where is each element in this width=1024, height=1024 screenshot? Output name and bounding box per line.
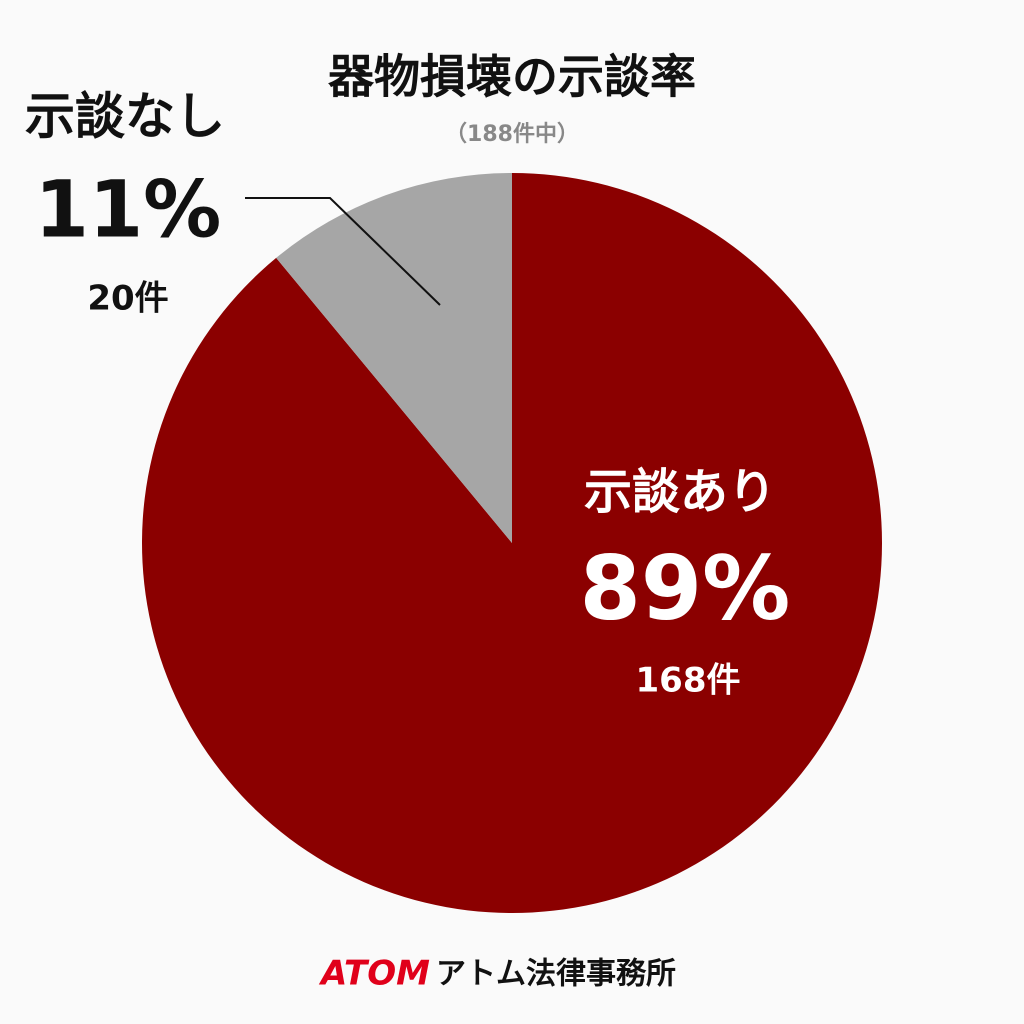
count-label: 168件 — [636, 661, 741, 701]
count-label: 20件 — [87, 279, 168, 319]
chart-subtitle: （188件中） — [445, 122, 579, 147]
chart-title: 器物損壊の示談率 — [328, 50, 696, 104]
footer-name: アトム法律事務所 — [436, 957, 676, 992]
pie-slice — [276, 173, 512, 543]
pie — [141, 173, 883, 914]
category-label: 示談あり — [584, 464, 776, 520]
value-label: 89% — [580, 537, 791, 640]
value-label: 11% — [35, 165, 222, 255]
pie-slice — [141, 173, 883, 914]
leader-line — [245, 197, 441, 306]
category-label: 示談なし — [25, 88, 225, 146]
footer-brand: ATOM — [318, 954, 430, 994]
